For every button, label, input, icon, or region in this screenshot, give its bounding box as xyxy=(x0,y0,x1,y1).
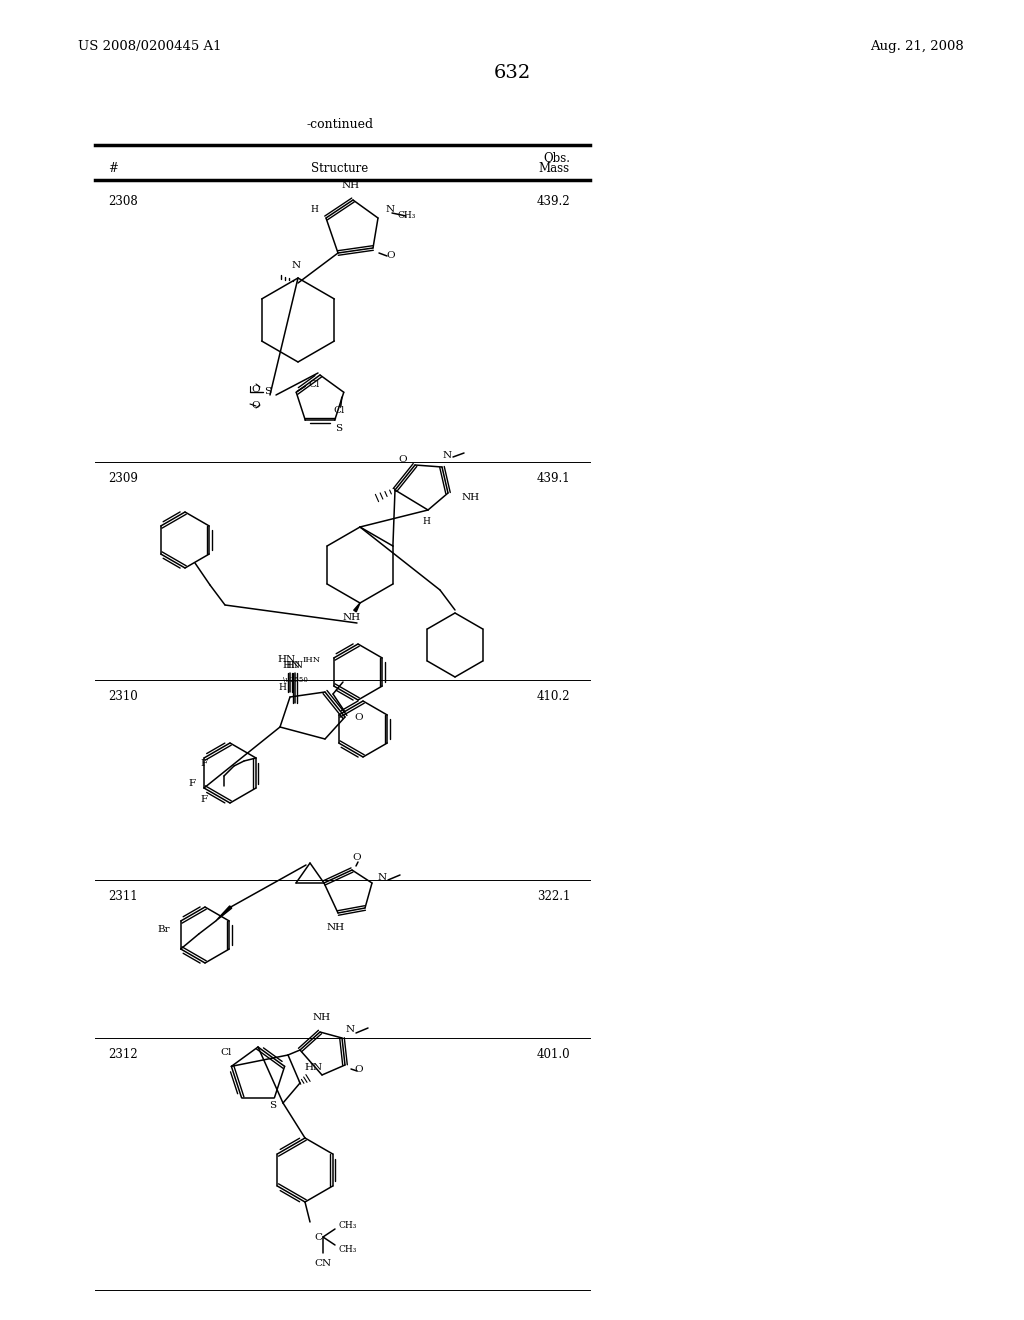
Text: O: O xyxy=(352,854,361,862)
Text: 439.1: 439.1 xyxy=(537,473,570,484)
Text: Aug. 21, 2008: Aug. 21, 2008 xyxy=(870,40,964,53)
Text: O: O xyxy=(354,1065,364,1074)
Text: Mass: Mass xyxy=(539,161,570,174)
Text: Cl: Cl xyxy=(221,1048,232,1057)
Text: NH: NH xyxy=(327,923,345,932)
Text: O: O xyxy=(252,385,260,395)
Text: HN: HN xyxy=(278,656,296,664)
Text: #: # xyxy=(108,161,118,174)
Text: 2308: 2308 xyxy=(108,195,138,209)
Text: 2310: 2310 xyxy=(108,690,138,704)
Text: 632: 632 xyxy=(494,63,530,82)
Text: C: C xyxy=(314,1233,322,1242)
Text: N: N xyxy=(442,450,452,459)
Text: 439.2: 439.2 xyxy=(537,195,570,209)
Text: Cl: Cl xyxy=(308,380,319,389)
Text: 2309: 2309 xyxy=(108,473,138,484)
Text: CH₃: CH₃ xyxy=(339,1245,357,1254)
Polygon shape xyxy=(353,603,360,611)
Text: Cl: Cl xyxy=(333,405,344,414)
Text: Obs.: Obs. xyxy=(543,152,570,165)
Text: S: S xyxy=(269,1101,276,1110)
Text: NH: NH xyxy=(342,181,360,190)
Text: F: F xyxy=(200,796,207,804)
Text: CH₃: CH₃ xyxy=(398,211,417,220)
Text: 401.0: 401.0 xyxy=(537,1048,570,1061)
Text: O: O xyxy=(252,401,260,411)
Text: CN: CN xyxy=(314,1258,332,1267)
Text: S: S xyxy=(335,424,342,433)
Text: F: F xyxy=(200,759,207,767)
Polygon shape xyxy=(216,906,231,921)
Text: IHN: IHN xyxy=(303,656,322,664)
Text: O: O xyxy=(398,455,408,465)
Text: HN: HN xyxy=(286,660,304,669)
Text: NH: NH xyxy=(462,494,480,503)
Text: H: H xyxy=(279,682,286,692)
Text: 322.1: 322.1 xyxy=(537,890,570,903)
Text: O: O xyxy=(354,713,364,722)
Text: F: F xyxy=(188,779,196,788)
Text: US 2008/0200445 A1: US 2008/0200445 A1 xyxy=(78,40,221,53)
Text: -continued: -continued xyxy=(306,117,374,131)
Text: Structure: Structure xyxy=(311,161,369,174)
Text: O: O xyxy=(387,252,395,260)
Text: NH: NH xyxy=(313,1014,331,1023)
Text: H: H xyxy=(422,517,430,527)
Text: 410.2: 410.2 xyxy=(537,690,570,704)
Text: S: S xyxy=(264,388,271,396)
Text: Br: Br xyxy=(158,925,170,935)
Text: N: N xyxy=(345,1026,354,1035)
Text: \u2550: \u2550 xyxy=(283,676,307,684)
Text: HN: HN xyxy=(283,660,301,669)
Text: H: H xyxy=(310,206,317,214)
Text: 2312: 2312 xyxy=(108,1048,137,1061)
Text: N: N xyxy=(386,206,395,214)
Text: HN: HN xyxy=(305,1064,323,1072)
Text: 2311: 2311 xyxy=(108,890,137,903)
Text: NH: NH xyxy=(343,614,361,623)
Text: CH₃: CH₃ xyxy=(339,1221,357,1229)
Text: N: N xyxy=(292,261,301,271)
Text: N: N xyxy=(378,874,387,883)
